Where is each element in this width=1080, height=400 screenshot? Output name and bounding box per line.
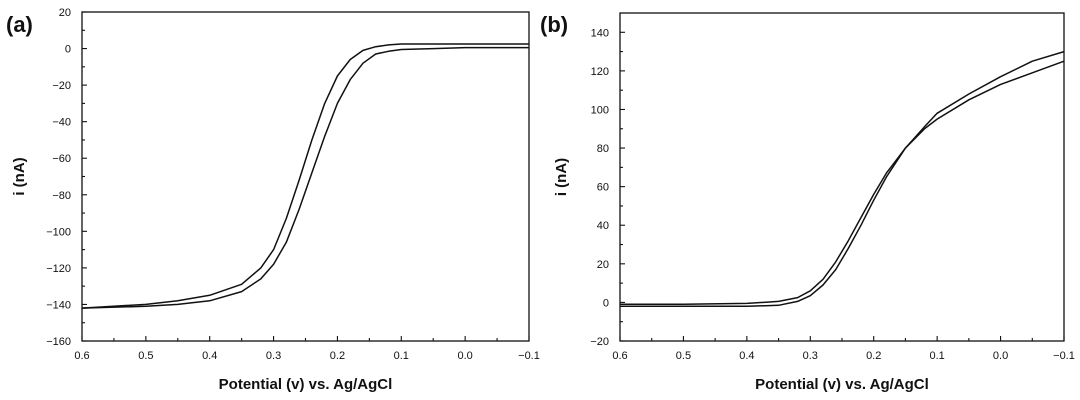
series-group-b (620, 50, 1065, 308)
y-tick-label-b-4: 60 (597, 182, 609, 194)
x-tick-label-b-6: 0.0 (993, 350, 1008, 362)
y-tick-label-a-1: 0 (65, 44, 71, 56)
y-tick-label-b-5: 80 (597, 143, 609, 155)
series-group-a (81, 43, 529, 309)
x-tick-label-a-7: −0.1 (518, 350, 540, 362)
y-tick-label-b-1: 0 (603, 297, 609, 309)
panel-a: (a) 0.6 0.5 0.4 0.3 0.2 0.1 0.0 −0.1 20 0 −20 −40 −… (6, 7, 540, 393)
x-axis-title-b: Potential (v) vs. Ag/AgCl (755, 376, 929, 393)
x-tick-label-b-0: 0.6 (612, 350, 627, 362)
plot-frame-b (619, 12, 1065, 342)
plot-frame-a (81, 11, 530, 342)
y-tick-label-b-2: 20 (597, 259, 609, 271)
x-tick-label-b-7: −0.1 (1053, 350, 1075, 362)
x-tick-label-a-2: 0.4 (202, 350, 217, 362)
series-line-b-1 (620, 50, 1065, 306)
series-line-a-2 (81, 46, 529, 309)
y-axis-title-b: i (nA) (553, 158, 570, 196)
series-line-a-1 (81, 43, 529, 309)
x-tick-label-a-3: 0.3 (266, 350, 281, 362)
x-tick-label-b-3: 0.3 (803, 350, 818, 362)
panel-label-b: (b) (540, 12, 568, 37)
y-axis-title-a: i (nA) (11, 157, 28, 195)
y-tick-label-a-6: −100 (46, 226, 71, 238)
y-axis-ticks-a: 20 0 −20 −40 −60 −80 −100 −120 −140 −160 (46, 7, 87, 348)
y-tick-label-a-9: −160 (46, 336, 71, 348)
x-axis-ticks-a: 0.6 0.5 0.4 0.3 0.2 0.1 0.0 −0.1 (74, 336, 540, 362)
y-tick-label-b-3: 40 (597, 220, 609, 232)
y-tick-label-a-4: −60 (52, 153, 71, 165)
x-tick-label-a-5: 0.1 (394, 350, 409, 362)
x-axis-ticks-b: 0.6 0.5 0.4 0.3 0.2 0.1 0.0 −0.1 (612, 336, 1075, 362)
y-tick-label-a-0: 20 (59, 7, 71, 19)
y-tick-label-b-0: −20 (590, 336, 609, 348)
x-tick-label-a-4: 0.2 (330, 350, 345, 362)
y-tick-label-b-6: 100 (591, 104, 609, 116)
panel-label-a: (a) (6, 12, 33, 37)
panel-b: (b) 0.6 0.5 0.4 0.3 0.2 0.1 0.0 −0.1 −20 0 20 40 60… (540, 12, 1075, 393)
series-line-b-2 (620, 60, 1065, 308)
y-tick-label-a-5: −80 (52, 190, 71, 202)
y-axis-ticks-b: −20 0 20 40 60 80 100 120 140 (590, 27, 625, 348)
y-tick-label-a-2: −20 (52, 80, 71, 92)
y-tick-label-a-8: −140 (46, 299, 71, 311)
x-tick-label-b-2: 0.4 (739, 350, 754, 362)
x-tick-label-b-1: 0.5 (676, 350, 691, 362)
x-tick-label-a-1: 0.5 (138, 350, 153, 362)
y-tick-label-b-8: 140 (591, 27, 609, 39)
y-tick-label-b-7: 120 (591, 66, 609, 78)
y-tick-label-a-7: −120 (46, 263, 71, 275)
x-tick-label-a-0: 0.6 (74, 350, 89, 362)
x-tick-label-b-4: 0.2 (866, 350, 881, 362)
x-tick-label-b-5: 0.1 (929, 350, 944, 362)
x-tick-label-a-6: 0.0 (457, 350, 472, 362)
y-tick-label-a-3: −40 (52, 117, 71, 129)
x-axis-title-a: Potential (v) vs. Ag/AgCl (219, 376, 393, 393)
